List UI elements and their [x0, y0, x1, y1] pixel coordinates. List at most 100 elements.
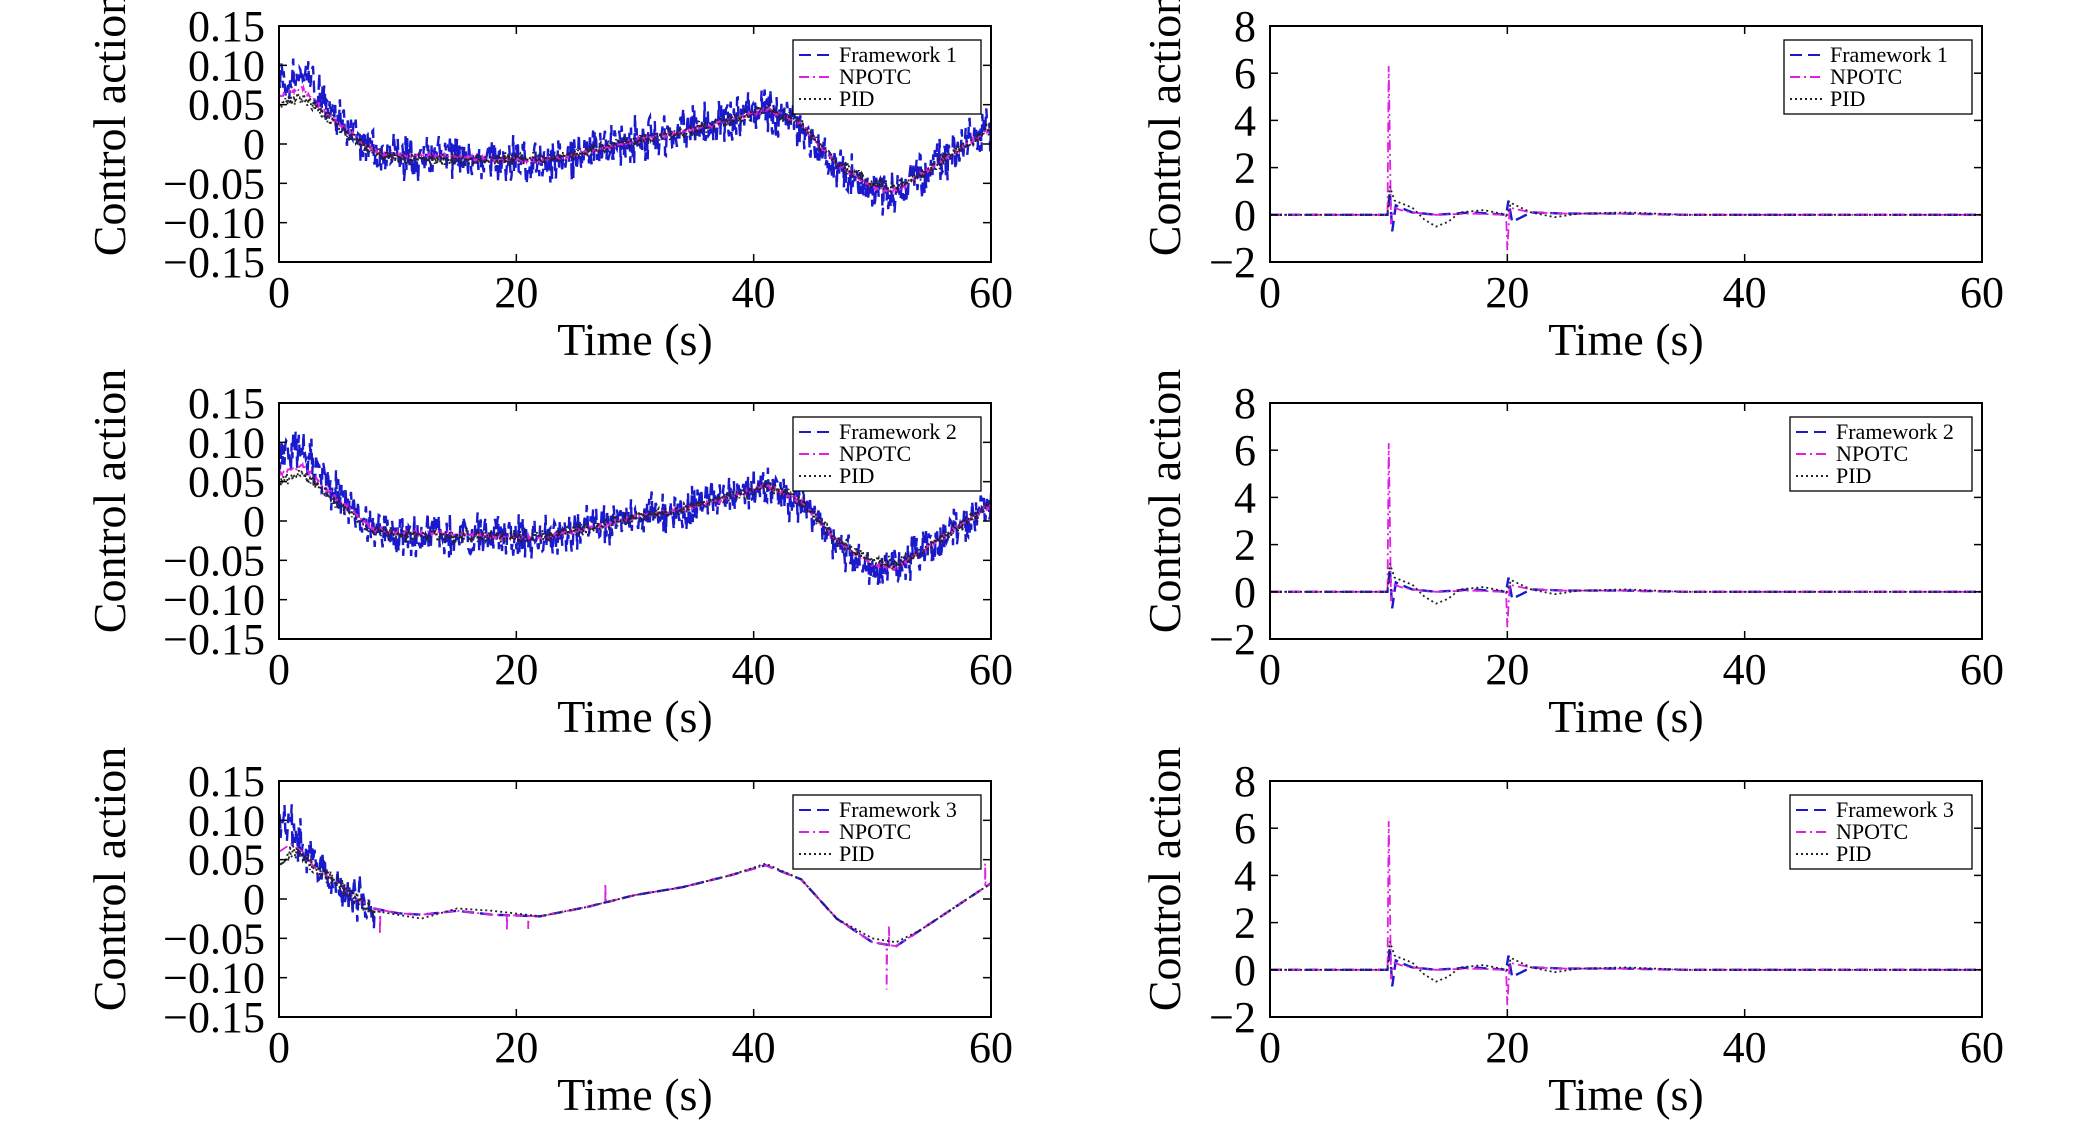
y-tick-label: 8	[1234, 757, 1256, 806]
y-tick-label: −0.10	[163, 199, 265, 248]
series-line-3	[279, 845, 991, 944]
series-line-3	[1270, 941, 1982, 983]
legend-entry: PID	[839, 841, 874, 866]
y-axis-label: Control action	[1139, 0, 1190, 256]
y-tick-label: 0.05	[188, 458, 265, 507]
series-line-1	[1270, 191, 1982, 232]
x-tick-label: 0	[268, 1023, 290, 1072]
plot-area	[1270, 443, 1982, 628]
chart-panel-3: 0 20 40 600.150.100.050−0.05−0.10−0.15Time …	[84, 369, 1013, 742]
y-tick-label: 0	[1234, 568, 1256, 617]
series-line-2	[279, 461, 991, 573]
series-line-3	[1270, 186, 1982, 228]
x-axis-label: Time (s)	[557, 691, 713, 742]
x-axis-label: Time (s)	[1548, 1069, 1704, 1120]
series-line-1	[1270, 946, 1982, 987]
y-axis-label: Control action	[84, 0, 135, 256]
plot-area	[279, 804, 991, 990]
y-tick-label: 0.10	[188, 418, 265, 467]
x-tick-label: 0	[1259, 268, 1281, 317]
legend-entry: PID	[839, 463, 874, 488]
y-tick-label: −0.05	[163, 536, 265, 585]
y-tick-label: 0.15	[188, 379, 265, 428]
legend-entry: PID	[839, 86, 874, 111]
series-line-2	[1270, 66, 1982, 251]
plot-area	[279, 58, 991, 216]
y-axis-label: Control action	[84, 369, 135, 633]
x-tick-label: 40	[732, 1023, 776, 1072]
x-axis-label: Time (s)	[557, 314, 713, 365]
plot-area	[279, 431, 991, 585]
y-tick-label: −0.10	[163, 576, 265, 625]
y-tick-label: −0.10	[163, 954, 265, 1003]
y-tick-label: 0.10	[188, 41, 265, 90]
plot-frame	[1269, 780, 1983, 1018]
x-tick-label: 20	[1485, 645, 1529, 694]
x-tick-label: 60	[969, 645, 1013, 694]
y-tick-label: 0.15	[188, 757, 265, 806]
series-line-1	[1270, 568, 1982, 609]
x-axis-label: Time (s)	[557, 1069, 713, 1120]
legend-entry: Framework 2	[1836, 419, 1954, 444]
x-tick-label: 20	[1485, 1023, 1529, 1072]
y-tick-label: −2	[1209, 993, 1256, 1042]
y-tick-label: 2	[1234, 144, 1256, 193]
legend-entry: Framework 3	[1836, 797, 1954, 822]
y-tick-label: 6	[1234, 804, 1256, 853]
y-tick-label: 0	[243, 875, 265, 924]
legend-entry: Framework 3	[839, 797, 957, 822]
y-tick-label: 4	[1234, 96, 1256, 145]
legend-entry: PID	[1836, 463, 1871, 488]
x-tick-label: 60	[969, 1023, 1013, 1072]
x-tick-label: 0	[268, 268, 290, 317]
y-tick-label: 2	[1234, 899, 1256, 948]
y-axis-label: Control action	[1139, 369, 1190, 633]
series-line-1	[279, 58, 991, 216]
x-tick-label: 60	[969, 268, 1013, 317]
legend-entry: NPOTC	[839, 64, 911, 89]
x-tick-label: 20	[494, 645, 538, 694]
x-tick-label: 60	[1960, 268, 2004, 317]
y-tick-label: 0	[243, 120, 265, 169]
y-tick-label: 8	[1234, 2, 1256, 51]
y-tick-label: 0.05	[188, 836, 265, 885]
y-tick-label: 6	[1234, 426, 1256, 475]
legend-entry: PID	[1830, 86, 1865, 111]
y-tick-label: 0	[1234, 191, 1256, 240]
x-tick-label: 0	[1259, 645, 1281, 694]
legend-entry: NPOTC	[1836, 819, 1908, 844]
x-tick-label: 40	[732, 645, 776, 694]
y-tick-label: −2	[1209, 238, 1256, 287]
x-tick-label: 20	[1485, 268, 1529, 317]
series-line-2	[1270, 821, 1982, 1006]
chart-panel-1: 0 20 40 600.150.100.050−0.05−0.10−0.15Time …	[84, 0, 1013, 365]
y-tick-label: 4	[1234, 851, 1256, 900]
x-tick-label: 40	[1723, 1023, 1767, 1072]
y-axis-label: Control action	[84, 747, 135, 1011]
y-tick-label: −0.15	[163, 238, 265, 287]
x-axis-label: Time (s)	[1548, 314, 1704, 365]
y-tick-label: 8	[1234, 379, 1256, 428]
x-tick-label: 60	[1960, 1023, 2004, 1072]
y-tick-label: 0	[243, 497, 265, 546]
y-tick-label: −0.15	[163, 993, 265, 1042]
series-line-2	[1270, 443, 1982, 628]
plot-frame	[1269, 25, 1983, 263]
x-tick-label: 20	[494, 268, 538, 317]
plot-area	[1270, 66, 1982, 251]
x-tick-label: 0	[268, 645, 290, 694]
y-tick-label: 4	[1234, 473, 1256, 522]
x-tick-label: 40	[1723, 645, 1767, 694]
x-tick-label: 60	[1960, 645, 2004, 694]
x-tick-label: 0	[1259, 1023, 1281, 1072]
legend-entry: Framework 1	[839, 42, 957, 67]
legend-entry: NPOTC	[1836, 441, 1908, 466]
plot-frame	[1269, 402, 1983, 640]
